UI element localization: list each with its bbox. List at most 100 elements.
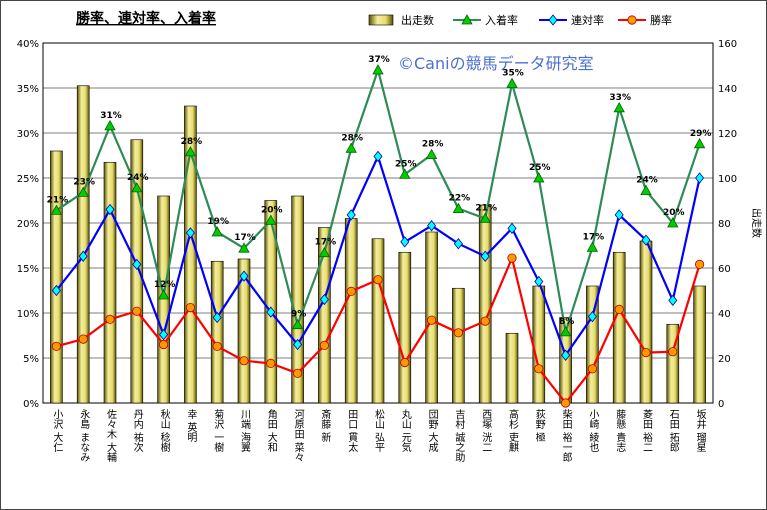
data-label-入着率: 8% (559, 317, 574, 327)
marker-連対率 (534, 275, 544, 288)
marker-勝率 (319, 340, 329, 350)
legend-label-出走数: 出走数 (401, 13, 434, 27)
y-right-tick-label: 160 (718, 39, 737, 50)
bar-出走数 (532, 285, 546, 404)
marker-勝率 (159, 339, 169, 350)
marker-連対率 (480, 250, 490, 262)
marker-勝率 (587, 364, 598, 374)
category-label: 丸山 元気 (399, 408, 411, 453)
y-right-axis-label: 出走数 (750, 208, 763, 238)
bar-出走数 (452, 287, 465, 404)
bar-出走数 (371, 238, 385, 404)
marker-入着率 (265, 214, 277, 225)
marker-入着率 (345, 142, 357, 153)
category-label: 団野 大成 (426, 409, 438, 453)
marker-入着率 (533, 172, 545, 183)
data-label-入着率: 31% (100, 111, 122, 121)
data-label-入着率: 35% (502, 69, 524, 79)
y-left-tick-label: 0% (23, 399, 39, 410)
marker-勝率 (560, 398, 571, 408)
marker-勝率 (292, 368, 303, 378)
data-label-入着率: 20% (261, 205, 283, 215)
marker-連対率 (400, 236, 410, 248)
legend-swatch-出走数 (368, 14, 394, 26)
legend-marker-入着率 (461, 14, 473, 25)
bar-出走数 (612, 251, 626, 404)
marker-勝率 (400, 357, 410, 368)
marker-入着率 (50, 204, 63, 215)
marker-入着率 (667, 217, 679, 228)
marker-勝率 (239, 356, 249, 366)
legend-label-連対率: 連対率 (571, 13, 604, 27)
marker-勝率 (668, 347, 678, 357)
bar-出走数 (130, 139, 144, 404)
marker-勝率 (507, 253, 517, 263)
y-right-tick-label: 80 (718, 219, 731, 230)
category-label: 荻野 極 (533, 409, 545, 442)
y-left-tick-label: 10% (17, 309, 39, 320)
marker-連対率 (293, 338, 303, 351)
marker-勝率 (346, 286, 356, 296)
data-label-入着率: 17% (315, 238, 337, 248)
bar-出走数 (639, 240, 653, 404)
marker-勝率 (105, 314, 115, 324)
marker-勝率 (614, 304, 624, 314)
category-label: 角田 大和 (265, 409, 277, 453)
marker-入着率 (693, 137, 706, 149)
bar-出走数 (103, 161, 117, 404)
category-label: 柴田 裕一郎 (560, 408, 572, 463)
marker-勝率 (266, 358, 276, 368)
legend-label-勝率: 勝率 (650, 13, 672, 27)
marker-入着率 (399, 168, 411, 179)
y-left-tick-label: 5% (23, 354, 39, 365)
marker-入着率 (559, 326, 572, 337)
marker-連対率 (668, 294, 678, 307)
marker-入着率 (372, 64, 384, 75)
y-left-tick-label: 40% (17, 39, 39, 50)
y-left-tick-label: 20% (17, 219, 39, 230)
marker-入着率 (131, 182, 143, 193)
marker-連対率 (105, 203, 115, 216)
data-label-入着率: 9% (291, 310, 306, 320)
marker-入着率 (157, 289, 170, 300)
marker-入着率 (586, 241, 599, 252)
category-label: 秋山 稔樹 (158, 408, 170, 453)
bar-出走数 (210, 260, 224, 404)
marker-勝率 (78, 334, 88, 344)
data-label-入着率: 19% (207, 217, 229, 227)
bar-出走数 (344, 218, 358, 404)
category-label: 佐々木 大輔 (105, 409, 117, 463)
marker-勝率 (480, 316, 490, 326)
marker-入着率 (318, 246, 331, 258)
data-label-入着率: 24% (127, 173, 149, 183)
marker-入着率 (452, 202, 465, 214)
y-right-tick-label: 40 (718, 309, 731, 320)
marker-連対率 (266, 306, 276, 318)
data-label-入着率: 17% (234, 233, 256, 243)
marker-連対率 (427, 220, 437, 232)
category-label: 吉村 誠之助 (453, 409, 465, 463)
data-label-入着率: 23% (73, 177, 95, 187)
marker-入着率 (104, 119, 116, 131)
data-label-入着率: 37% (368, 55, 390, 65)
data-label-入着率: 21% (47, 195, 69, 205)
data-label-入着率: 28% (341, 133, 363, 143)
marker-連対率 (507, 222, 517, 235)
marker-入着率 (238, 242, 250, 253)
marker-連対率 (239, 270, 249, 282)
category-label: 小崎 綾也 (587, 409, 599, 452)
category-label: 菊沢 一樹 (212, 409, 224, 453)
y-right-tick-label: 0 (718, 399, 724, 410)
marker-勝率 (185, 302, 195, 313)
marker-連対率 (319, 293, 329, 306)
y-left-tick-label: 25% (17, 174, 39, 185)
category-label: 永島 まなみ (78, 408, 90, 462)
marker-入着率 (184, 146, 197, 157)
category-label: 石田 拓郎 (667, 409, 679, 453)
marker-入着率 (640, 184, 652, 196)
marker-連対率 (373, 150, 383, 163)
marker-入着率 (77, 186, 89, 197)
marker-入着率 (506, 77, 518, 88)
y-left-tick-label: 30% (17, 129, 39, 140)
